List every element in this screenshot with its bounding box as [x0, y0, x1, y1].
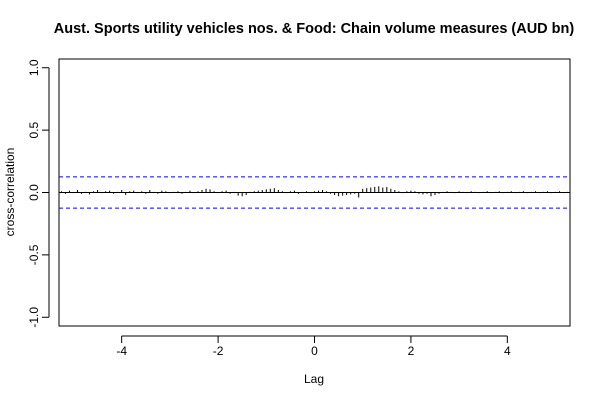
- correlation-bars: [60, 186, 569, 198]
- y-axis-label: cross-correlation: [3, 148, 17, 237]
- y-tick-label: 0.5: [27, 121, 41, 138]
- x-axis-label: Lag: [304, 372, 324, 386]
- x-tick-label: 2: [408, 344, 415, 358]
- x-tick-label: -2: [213, 344, 224, 358]
- y-tick-label: 1.0: [27, 59, 41, 76]
- y-tick-label: 0.0: [27, 184, 41, 201]
- x-tick-label: 0: [311, 344, 318, 358]
- x-axis: -4 -2 0 2 4: [116, 335, 511, 358]
- guide-lines: [59, 176, 570, 209]
- chart-title: Aust. Sports utility vehicles nos. & Foo…: [54, 21, 575, 37]
- y-axis: -1.0 -0.5 0.0 0.5 1.0: [27, 59, 50, 328]
- x-tick-label: 4: [504, 344, 511, 358]
- y-tick-label: -1.0: [27, 307, 41, 328]
- y-tick-label: -0.5: [27, 244, 41, 265]
- x-tick-label: -4: [116, 344, 127, 358]
